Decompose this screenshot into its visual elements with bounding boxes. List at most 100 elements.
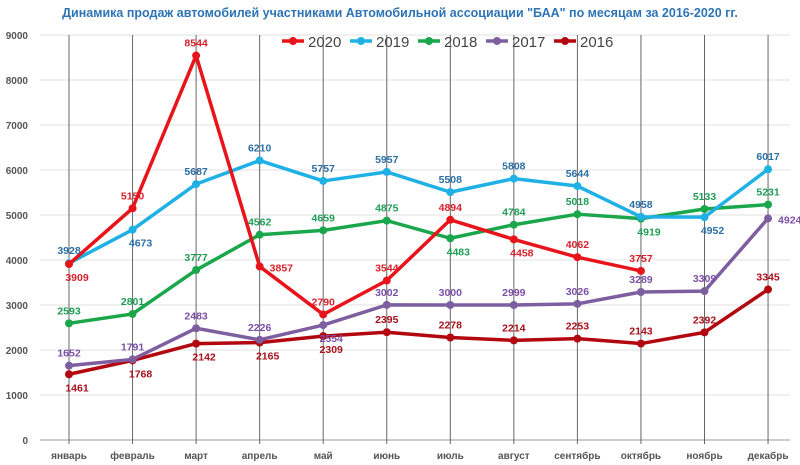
data-label-2016: 2278: [439, 319, 463, 331]
data-label-2018: 3777: [184, 252, 208, 264]
data-label-2019: 6210: [248, 143, 272, 155]
data-point-2016: [65, 370, 73, 379]
legend-marker-2020: [289, 37, 297, 45]
data-label-2018: 4919: [637, 227, 661, 239]
data-point-2017: [573, 299, 582, 308]
data-point-2016: [192, 339, 201, 348]
data-point-2016: [319, 332, 328, 341]
data-point-2020: [192, 51, 201, 60]
data-label-2020: 3757: [629, 253, 653, 265]
data-label-2016: 2214: [502, 322, 526, 334]
legend-marker-2019: [357, 37, 365, 45]
data-point-2018: [764, 200, 773, 209]
data-label-2017: 3002: [375, 287, 399, 299]
data-point-2018: [319, 226, 328, 235]
data-point-2019: [509, 174, 518, 183]
data-point-2019: [128, 225, 137, 234]
legend-label-2016: 2016: [580, 34, 613, 51]
y-tick-label: 7000: [6, 121, 29, 132]
legend-marker-2017: [493, 37, 501, 45]
data-label-2019: 5644: [566, 168, 590, 180]
legend-label-2017: 2017: [512, 34, 545, 51]
y-tick-label: 1000: [6, 391, 29, 402]
data-point-2018: [65, 319, 73, 328]
data-label-2016: 1768: [129, 368, 153, 380]
series-line-2016: [68, 288, 770, 376]
y-tick-label: 3000: [6, 301, 29, 312]
data-point-2020: [65, 260, 73, 269]
data-label-2018: 4875: [375, 203, 399, 215]
data-label-2019: 5687: [184, 166, 208, 178]
x-tick-label: июнь: [373, 451, 400, 462]
data-point-2019: [700, 213, 709, 222]
data-point-2018: [255, 230, 264, 239]
x-tick-label: декабрь: [748, 450, 789, 462]
data-point-2019: [764, 165, 773, 174]
data-label-2017: 1791: [121, 341, 145, 353]
data-label-2016: 2165: [256, 351, 280, 363]
data-label-2020: 3857: [270, 262, 294, 274]
legend-marker-2018: [425, 37, 433, 45]
data-label-2019: 5757: [312, 163, 336, 175]
data-point-2019: [446, 188, 455, 197]
data-label-2017: 2483: [184, 310, 208, 322]
data-point-2020: [128, 204, 137, 213]
x-tick-label: октябрь: [621, 450, 661, 462]
y-tick-label: 2000: [6, 346, 29, 357]
data-point-2018: [509, 220, 518, 229]
data-label-2020: 4458: [510, 247, 534, 259]
data-label-2016: 1461: [65, 382, 89, 394]
data-label-2019: 3928: [57, 245, 81, 257]
data-label-2019: 5808: [502, 161, 526, 173]
y-tick-label: 4000: [6, 256, 29, 267]
data-point-2016: [382, 328, 391, 337]
data-label-2016: 2309: [320, 344, 344, 356]
data-label-2017: 2999: [502, 287, 526, 299]
data-label-2018: 4784: [502, 207, 526, 219]
data-point-2020: [509, 235, 518, 244]
data-label-2016: 2142: [192, 352, 216, 364]
data-point-2020: [446, 215, 455, 224]
data-point-2018: [700, 205, 709, 214]
data-label-2016: 2395: [375, 314, 399, 326]
x-tick-label: апрель: [242, 451, 278, 462]
data-label-2018: 5231: [756, 187, 780, 199]
data-label-2017: 1652: [57, 348, 81, 360]
data-point-2017: [636, 287, 645, 296]
data-point-2019: [636, 212, 645, 221]
data-label-2019: 6017: [756, 151, 780, 163]
x-tick-label: сентябрь: [554, 450, 600, 462]
data-label-2017: 2226: [248, 322, 272, 334]
data-label-2019: 4952: [701, 225, 725, 237]
data-point-2018: [446, 234, 455, 243]
data-point-2017: [764, 214, 773, 223]
y-tick-label: 0: [22, 436, 28, 447]
x-tick-label: май: [314, 451, 333, 462]
data-label-2018: 5133: [693, 191, 717, 203]
data-point-2019: [319, 176, 328, 185]
data-point-2020: [319, 310, 328, 319]
data-label-2016: 2253: [566, 321, 590, 333]
data-point-2020: [573, 253, 582, 262]
data-point-2017: [65, 361, 73, 370]
data-point-2019: [573, 182, 582, 191]
data-label-2018: 5018: [566, 196, 590, 208]
chart-title: Динамика продаж автомобилей участниками …: [62, 6, 738, 20]
x-tick-label: ноябрь: [686, 450, 722, 462]
data-label-2020: 5150: [121, 190, 145, 202]
data-label-2016: 2143: [629, 326, 653, 338]
data-point-2016: [700, 328, 709, 337]
data-label-2016: 3345: [756, 271, 780, 283]
y-tick-label: 8000: [6, 76, 29, 87]
data-point-2017: [700, 287, 709, 296]
x-tick-label: март: [184, 451, 208, 462]
legend-marker-2016: [561, 37, 569, 45]
data-point-2020: [636, 266, 645, 275]
data-point-2016: [446, 333, 455, 342]
data-point-2018: [573, 210, 582, 219]
series-line-2019: [68, 158, 770, 265]
data-label-2017: 3026: [566, 286, 590, 298]
data-label-2017: 3000: [439, 287, 463, 299]
data-point-2018: [128, 309, 137, 318]
data-point-2019: [192, 180, 201, 189]
